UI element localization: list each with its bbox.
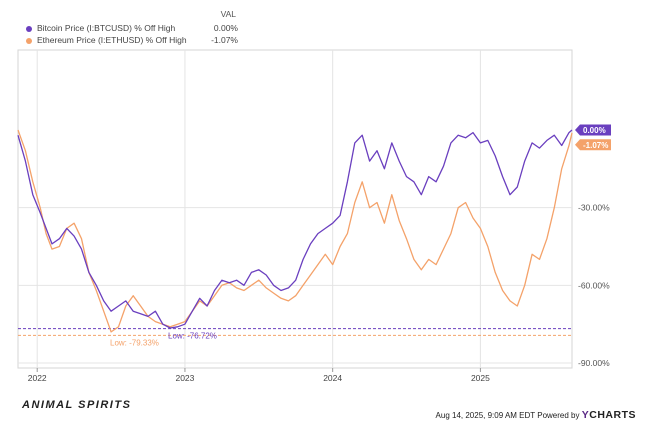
bitcoin-last-value-tag <box>575 124 611 136</box>
x-tick-label: 2022 <box>28 373 47 383</box>
ethereum-series-dot-icon <box>26 38 32 44</box>
ycharts-logo: YCHARTS <box>582 409 636 421</box>
x-tick-label: 2025 <box>471 373 490 383</box>
footer-attribution: Aug 14, 2025, 9:09 AM EDT Powered by YCH… <box>436 409 636 421</box>
y-tick-label: -60.00% <box>578 280 610 290</box>
legend-item-bitcoin-value: 0.00% <box>213 23 238 33</box>
legend-item-ethereum-value: -1.07% <box>211 35 238 45</box>
ycharts-logo-y: Y <box>581 409 590 421</box>
legend-item-bitcoin-label: Bitcoin Price (I:BTCUSD) % Off High <box>37 23 176 33</box>
y-tick-label: -30.00% <box>578 203 610 213</box>
bitcoin-last-value-label: 0.00% <box>583 126 606 135</box>
legend-item-ethereum[interactable]: Ethereum Price (I:ETHUSD) % Off High -1.… <box>26 35 241 47</box>
y-tick-label: -90.00% <box>578 358 610 368</box>
bitcoin-low-label: Low: -76.72% <box>168 332 217 341</box>
chart-timestamp: Aug 14, 2025, 9:09 AM EDT Powered by <box>435 411 580 420</box>
legend-item-bitcoin[interactable]: Bitcoin Price (I:BTCUSD) % Off High 0.00… <box>26 23 241 35</box>
x-tick-label: 2024 <box>323 373 342 383</box>
plot-area-border <box>17 49 573 369</box>
ycharts-logo-rest: CHARTS <box>589 409 636 421</box>
animal-spirits-logo: ANIMAL SPIRITS <box>22 399 132 411</box>
bitcoin-series-dot-icon <box>26 26 32 32</box>
ethereum-series-line <box>17 129 573 333</box>
legend-value-header: VAL <box>220 9 236 19</box>
ethereum-last-value-label: -1.07% <box>583 141 608 150</box>
legend-item-ethereum-label: Ethereum Price (I:ETHUSD) % Off High <box>37 35 187 45</box>
ethereum-last-value-tag <box>575 139 611 151</box>
x-tick-label: 2023 <box>175 373 194 383</box>
ethereum-low-label: Low: -79.33% <box>110 338 159 347</box>
bitcoin-series-line <box>17 129 573 329</box>
